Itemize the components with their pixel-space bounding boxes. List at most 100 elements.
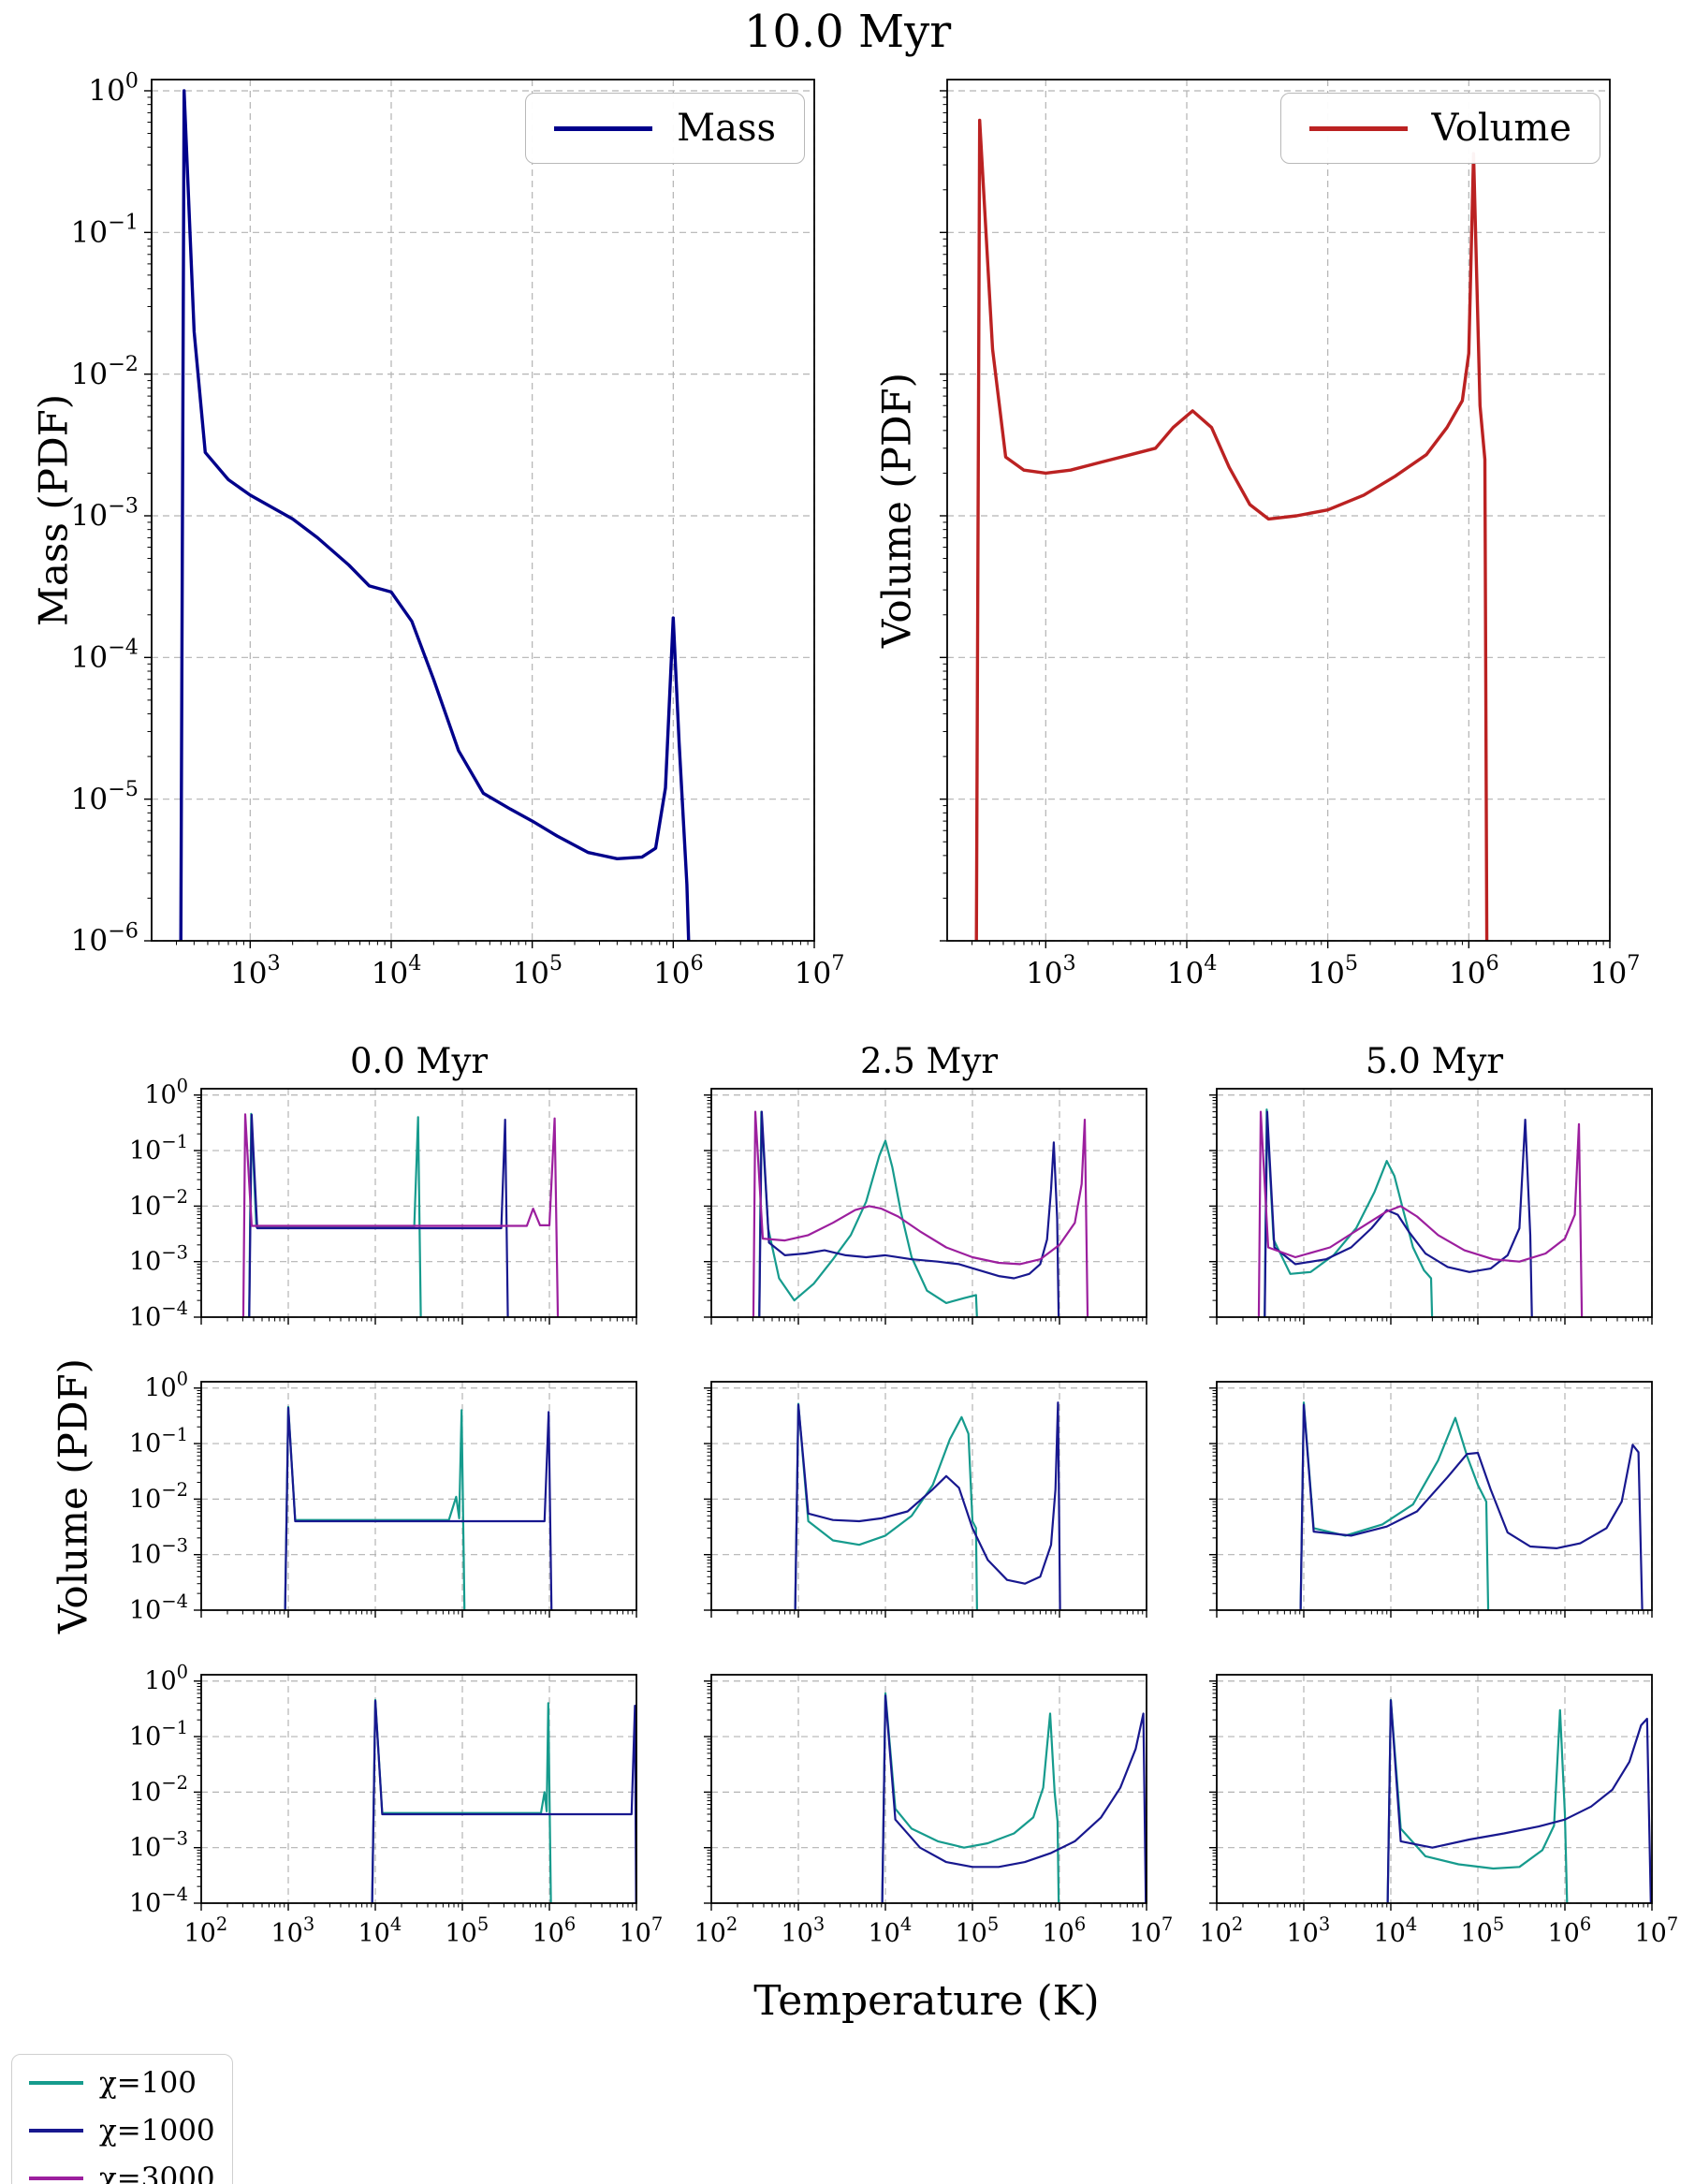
series-chi100 [284, 1405, 466, 1610]
chi-legend-item-1000: χ=1000 [29, 2114, 215, 2147]
chart-svg-r3c2: 102 103 104 105 106 107 [694, 1674, 1173, 1948]
grid-chart-r1c2 [704, 1088, 1147, 1325]
volume-ylabel: Volume (PDF) [873, 372, 920, 649]
svg-text:104: 104 [372, 951, 422, 990]
chi-3000-line [29, 2177, 83, 2180]
volume-legend-label: Volume [1431, 107, 1571, 150]
series-chi1000 [758, 1110, 1060, 1317]
svg-text:107: 107 [795, 951, 845, 990]
series-chi3000 [241, 1113, 560, 1317]
mass-ylabel: Mass (PDF) [30, 393, 77, 627]
grid-col-title-0: 0.0 Myr [349, 1041, 489, 1081]
svg-text:105: 105 [955, 1913, 999, 1948]
svg-text:10−3: 10−3 [129, 1241, 188, 1276]
svg-text:106: 106 [1042, 1913, 1086, 1948]
svg-text:105: 105 [512, 951, 563, 990]
chi-3000-label: χ=3000 [99, 2162, 215, 2184]
svg-text:103: 103 [1026, 951, 1076, 990]
svg-text:100: 100 [88, 68, 139, 108]
series-chi100 [794, 1402, 978, 1610]
grid-chart-r2c1: 100 10−1 10−2 10−3 10−4 [129, 1369, 637, 1625]
svg-text:10−3: 10−3 [129, 1534, 188, 1569]
svg-text:10−4: 10−4 [71, 636, 139, 675]
svg-text:10−4: 10−4 [129, 1884, 188, 1918]
series-chi1000 [371, 1699, 636, 1903]
svg-text:107: 107 [619, 1913, 663, 1948]
volume-pdf-chart: Volume 103 104 105 106 107 [940, 79, 1640, 990]
grid-chart-r3c2: 102 103 104 105 106 107 [694, 1674, 1173, 1948]
chi-1000-label: χ=1000 [99, 2114, 215, 2147]
chart-svg-r1c3 [1209, 1088, 1653, 1325]
svg-text:107: 107 [1590, 951, 1641, 990]
chart-svg-r1c1: 100 10−1 10−2 10−3 10−4 [129, 1076, 637, 1332]
svg-text:10−4: 10−4 [129, 1297, 188, 1332]
series-chi1000 [284, 1406, 553, 1610]
chart-svg-r2c1: 100 10−1 10−2 10−3 10−4 [129, 1369, 637, 1625]
mass-pdf-chart: Mass 103 104 105 106 107 100 10−1 10−2 10−3 10−4 1… [71, 68, 845, 990]
volume-legend-line [1308, 125, 1408, 131]
series-chi100 [1264, 1108, 1434, 1317]
svg-text:103: 103 [270, 1913, 314, 1948]
series-mass [179, 89, 691, 941]
chart-svg-r2c2 [704, 1381, 1147, 1618]
svg-text:102: 102 [183, 1913, 227, 1948]
chart-svg-volume: 103 104 105 106 107 [940, 79, 1640, 990]
svg-text:10−2: 10−2 [129, 1772, 188, 1807]
grid-chart-r2c2 [704, 1381, 1147, 1618]
chi-100-line [29, 2081, 83, 2085]
chi-100-label: χ=100 [99, 2066, 197, 2100]
mass-legend: Mass [525, 93, 805, 164]
svg-text:100: 100 [144, 1076, 188, 1110]
series-volume [974, 118, 1489, 941]
svg-text:10−1: 10−1 [129, 1131, 188, 1165]
svg-text:10−1: 10−1 [129, 1717, 188, 1752]
chi-legend-item-100: χ=100 [29, 2066, 215, 2100]
chi-legend-item-3000: χ=3000 [29, 2162, 215, 2184]
grid-ylabel: Volume (PDF) [50, 1357, 96, 1634]
grid-chart-r1c1: 100 10−1 10−2 10−3 10−4 [129, 1076, 637, 1332]
volume-legend: Volume [1279, 93, 1600, 164]
svg-text:10−3: 10−3 [129, 1827, 188, 1862]
svg-text:104: 104 [868, 1913, 912, 1948]
temperature-xlabel: Temperature (K) [753, 1977, 1100, 2025]
series-chi1000 [1386, 1699, 1652, 1903]
svg-text:104: 104 [358, 1913, 402, 1948]
svg-text:107: 107 [1129, 1913, 1173, 1948]
series-chi1000 [1264, 1110, 1533, 1317]
svg-text:105: 105 [445, 1913, 489, 1948]
chart-svg-r3c3: 102 103 104 105 106 107 [1199, 1674, 1678, 1948]
svg-text:100: 100 [144, 1369, 188, 1403]
svg-text:10−5: 10−5 [71, 777, 139, 816]
svg-text:10−2: 10−2 [71, 352, 139, 391]
chi-legend: χ=100 χ=1000 χ=3000 [11, 2054, 233, 2184]
svg-text:103: 103 [230, 951, 281, 990]
svg-text:102: 102 [694, 1913, 738, 1948]
grid-chart-r2c3 [1209, 1381, 1653, 1618]
figure-title: 10.0 Myr [743, 6, 952, 58]
svg-text:103: 103 [1286, 1913, 1330, 1948]
series-chi100 [248, 1112, 422, 1317]
svg-text:105: 105 [1460, 1913, 1504, 1948]
series-chi3000 [1257, 1110, 1584, 1317]
grid-chart-r1c3 [1209, 1088, 1653, 1325]
grid-col-title-1: 2.5 Myr [859, 1041, 999, 1081]
grid-chart-r3c3: 102 103 104 105 106 107 [1199, 1674, 1678, 1948]
svg-text:10−1: 10−1 [71, 211, 139, 250]
chart-svg-mass: 103 104 105 106 107 100 10−1 10−2 10−3 10−4 10−5 10… [71, 68, 845, 990]
series-chi1000 [794, 1401, 1061, 1610]
svg-text:107: 107 [1634, 1913, 1678, 1948]
svg-text:106: 106 [532, 1913, 576, 1948]
series-chi100 [881, 1692, 1060, 1903]
chart-svg-r3c1: 102 103 104 105 106 107 100 10−1 10−2 10−3 10−4 [129, 1662, 663, 1948]
series-chi1000 [881, 1694, 1147, 1903]
chi-1000-line [29, 2129, 83, 2133]
svg-text:104: 104 [1167, 951, 1218, 990]
svg-text:100: 100 [144, 1662, 188, 1696]
svg-text:103: 103 [781, 1913, 825, 1948]
series-chi3000 [752, 1110, 1089, 1317]
svg-text:106: 106 [1449, 951, 1499, 990]
svg-text:106: 106 [653, 951, 704, 990]
svg-text:10−3: 10−3 [71, 493, 139, 533]
svg-text:10−2: 10−2 [129, 1479, 188, 1514]
